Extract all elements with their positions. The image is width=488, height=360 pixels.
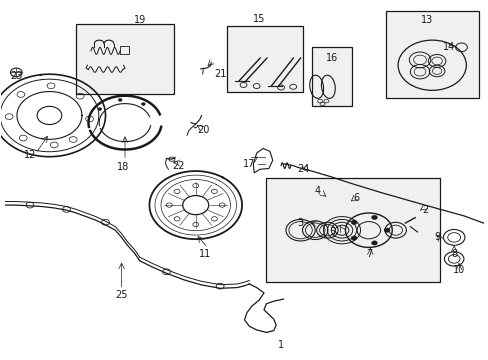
- Text: 11: 11: [199, 248, 211, 258]
- Bar: [76, 24, 173, 94]
- Text: 13: 13: [420, 15, 432, 26]
- Text: 16: 16: [325, 53, 338, 63]
- Circle shape: [98, 108, 102, 111]
- Bar: [227, 26, 303, 92]
- Bar: [385, 12, 478, 98]
- Text: 18: 18: [116, 162, 128, 172]
- Text: 24: 24: [296, 164, 308, 174]
- Circle shape: [350, 236, 356, 240]
- Text: 5: 5: [328, 227, 335, 237]
- Circle shape: [118, 99, 122, 102]
- Bar: [120, 45, 129, 54]
- Text: 20: 20: [197, 125, 209, 135]
- Text: 4: 4: [314, 186, 320, 196]
- Circle shape: [350, 220, 356, 225]
- Text: 8: 8: [450, 248, 456, 258]
- Text: 17: 17: [243, 159, 255, 169]
- Text: 14: 14: [442, 42, 454, 52]
- Bar: [311, 47, 351, 107]
- Circle shape: [384, 228, 389, 232]
- Text: 25: 25: [115, 290, 127, 300]
- Text: 21: 21: [213, 69, 226, 79]
- Text: 6: 6: [353, 193, 359, 203]
- Circle shape: [371, 215, 377, 220]
- Text: 23: 23: [10, 71, 22, 81]
- Circle shape: [371, 241, 377, 245]
- Text: 22: 22: [172, 161, 184, 171]
- Text: 9: 9: [433, 232, 439, 242]
- Bar: [266, 178, 439, 282]
- Circle shape: [141, 103, 145, 105]
- Text: 19: 19: [133, 15, 145, 26]
- Text: 7: 7: [365, 248, 371, 258]
- Text: 2: 2: [421, 206, 427, 216]
- Text: 1: 1: [278, 340, 284, 350]
- Text: 3: 3: [297, 218, 303, 228]
- Text: 15: 15: [252, 14, 265, 24]
- Text: 10: 10: [452, 265, 464, 275]
- Text: 12: 12: [24, 150, 36, 160]
